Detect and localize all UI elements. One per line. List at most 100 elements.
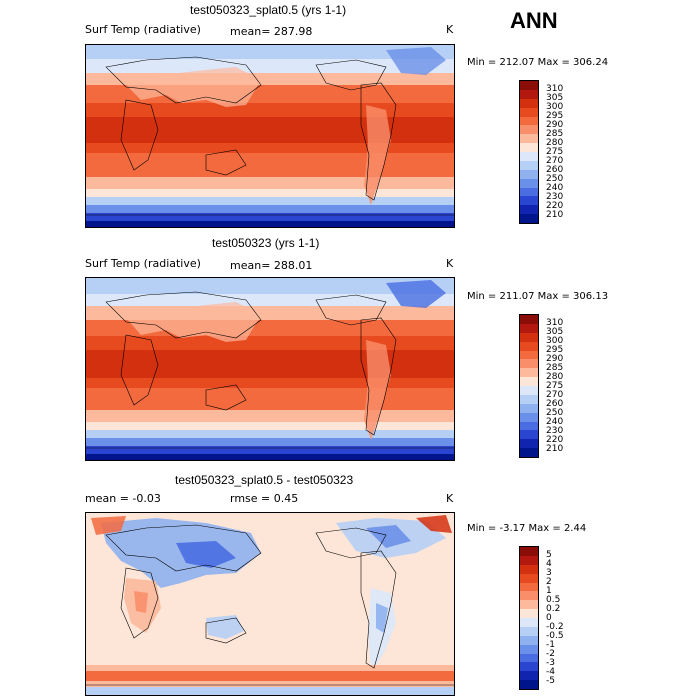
colorbar-tick-label: 0.2	[546, 604, 561, 614]
min-max-label: Min = -3.17 Max = 2.44	[467, 523, 587, 534]
colorbar-swatch	[520, 125, 538, 135]
colorbar-swatch	[520, 332, 538, 342]
panel-title: test050323_splat0.5 (yrs 1-1)	[190, 3, 347, 17]
colorbar-swatch	[520, 662, 538, 672]
colorbar-swatch	[520, 152, 538, 161]
colorbar-tick-label: 295	[546, 345, 564, 355]
colorbar-tick-label: 1	[546, 586, 552, 596]
colorbar-swatch	[520, 412, 538, 422]
colorbar-tick-label: 4	[546, 559, 552, 569]
colorbar-swatch	[520, 386, 538, 395]
units-label: K	[446, 492, 454, 505]
temperature-map	[85, 44, 455, 228]
colorbar-tick-label: -0.2	[546, 622, 564, 632]
colorbar-swatch	[520, 653, 538, 663]
colorbar-tick-label: 280	[546, 372, 564, 382]
colorbar-swatch	[520, 582, 538, 592]
colorbar-tick-label: 300	[546, 336, 564, 346]
colorbar-tick-label: 275	[546, 147, 564, 157]
colorbar-tick-label: 285	[546, 129, 564, 139]
colorbar-tick-label: 285	[546, 363, 564, 373]
colorbar-tick-label: 275	[546, 381, 564, 391]
colorbar-tick-label: 230	[546, 426, 564, 436]
colorbar-swatch	[520, 644, 538, 654]
colorbar-swatch	[520, 430, 538, 440]
colorbar-swatch	[520, 160, 538, 170]
colorbar-tick-label: 260	[546, 399, 564, 409]
colorbar-swatch	[520, 187, 538, 197]
units-label: K	[446, 257, 454, 270]
colorbar-swatch	[520, 116, 538, 126]
colorbar-swatch	[520, 573, 538, 583]
colorbar-swatch	[520, 591, 538, 601]
temperature-map	[85, 277, 455, 461]
colorbar-swatch	[520, 196, 538, 206]
colorbar-tick-label: -0.5	[546, 631, 564, 641]
colorbar	[519, 80, 539, 224]
colorbar-swatch	[520, 635, 538, 645]
diff-mean-label: mean = -0.03	[85, 492, 161, 505]
variable-label: Surf Temp (radiative)	[85, 257, 201, 270]
colorbar-swatch	[520, 98, 538, 108]
mean-label: mean= 288.01	[230, 259, 313, 272]
colorbar-swatch	[520, 618, 538, 627]
colorbar-tick-label: 290	[546, 354, 564, 364]
min-max-label: Min = 212.07 Max = 306.24	[467, 57, 609, 68]
season-label: ANN	[510, 8, 558, 33]
colorbar-tick-label: -2	[546, 649, 555, 659]
colorbar-tick-label: -5	[546, 676, 555, 686]
colorbar-tick-label: 300	[546, 102, 564, 112]
colorbar-tick-label: 210	[546, 210, 564, 220]
colorbar-swatch	[520, 671, 538, 681]
colorbar-tick-label: 240	[546, 417, 564, 427]
colorbar-tick-label: 305	[546, 93, 564, 103]
colorbar-tick-label: 5	[546, 550, 552, 560]
colorbar-tick-label: -4	[546, 667, 555, 677]
colorbar	[519, 314, 539, 458]
colorbar-tick-label: -1	[546, 640, 555, 650]
colorbar-swatch	[520, 169, 538, 179]
colorbar-swatch	[520, 81, 538, 90]
colorbar-tick-label: 270	[546, 156, 564, 166]
colorbar-swatch	[520, 205, 538, 215]
mean-label: mean= 287.98	[230, 25, 313, 38]
variable-label: Surf Temp (radiative)	[85, 23, 201, 36]
colorbar-tick-label: 305	[546, 327, 564, 337]
panel-title: test050323_splat0.5 - test050323	[175, 473, 354, 487]
colorbar-tick-label: 2	[546, 577, 552, 587]
colorbar-tick-label: 240	[546, 183, 564, 193]
colorbar-swatch	[520, 323, 538, 333]
colorbar-tick-label: 210	[546, 444, 564, 454]
colorbar-tick-label: 3	[546, 568, 552, 578]
colorbar-swatch	[520, 626, 538, 636]
colorbar-swatch	[520, 107, 538, 117]
colorbar-tick-label: 0.5	[546, 595, 561, 605]
colorbar-swatch	[520, 315, 538, 324]
colorbar-swatch	[520, 214, 538, 223]
colorbar-swatch	[520, 680, 538, 689]
colorbar-tick-label: 310	[546, 84, 564, 94]
colorbar-swatch	[520, 341, 538, 351]
colorbar-tick-label: 295	[546, 111, 564, 121]
colorbar-swatch	[520, 421, 538, 431]
colorbar-tick-label: 250	[546, 174, 564, 184]
colorbar-tick-label: 0	[546, 613, 552, 623]
colorbar-swatch	[520, 564, 538, 574]
colorbar-swatch	[520, 609, 538, 618]
colorbar-tick-label: 260	[546, 165, 564, 175]
colorbar-swatch	[520, 555, 538, 565]
units-label: K	[446, 23, 454, 36]
colorbar-swatch	[520, 547, 538, 556]
colorbar-swatch	[520, 394, 538, 404]
colorbar-swatch	[520, 377, 538, 386]
colorbar-swatch	[520, 448, 538, 457]
colorbar-tick-label: 230	[546, 192, 564, 202]
colorbar-swatch	[520, 403, 538, 413]
colorbar-swatch	[520, 143, 538, 152]
colorbar-swatch	[520, 350, 538, 360]
colorbar-swatch	[520, 439, 538, 449]
colorbar-tick-label: 290	[546, 120, 564, 130]
colorbar-tick-label: 220	[546, 201, 564, 211]
colorbar-tick-label: 270	[546, 390, 564, 400]
colorbar-swatch	[520, 178, 538, 188]
